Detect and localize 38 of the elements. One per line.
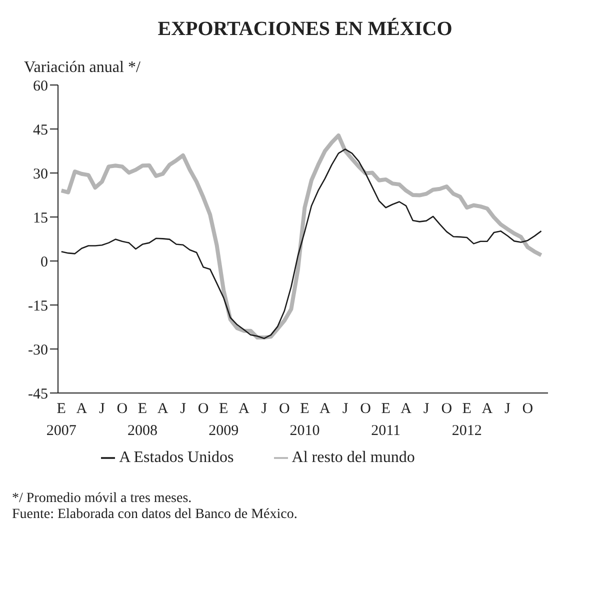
y-tick-label: 15	[33, 210, 48, 226]
x-tick-label: A	[238, 401, 250, 417]
chart-title: EXPORTACIONES EN MÉXICO	[156, 18, 454, 41]
x-tick-label: A	[157, 401, 168, 417]
y-tick-label: -45	[28, 386, 48, 402]
x-tick-label: O	[522, 401, 534, 417]
x-tick-label: O	[116, 401, 128, 417]
x-tick-label: O	[441, 401, 452, 417]
y-tick-label: 45	[33, 122, 48, 138]
x-tick-label: A	[400, 401, 412, 417]
x-tick-label: A	[320, 401, 331, 417]
y-tick-label: -15	[28, 298, 48, 314]
x-tick-label: J	[504, 401, 511, 417]
x-tick-label: A	[482, 401, 493, 417]
x-tick-label: O	[360, 401, 372, 417]
x-tick-label: E 2008	[127, 401, 158, 439]
x-tick-label: J	[261, 401, 268, 417]
source-note: Fuente: Elaborada con datos del Banco de México.	[12, 507, 298, 523]
x-tick-label: O	[198, 401, 209, 417]
legend-label: A Estados Unidos	[119, 449, 234, 466]
x-tick-label: J	[423, 401, 430, 417]
x-tick-label: J	[342, 401, 348, 417]
y-tick-label: 60	[33, 78, 48, 94]
x-tick-label: J	[99, 401, 106, 417]
y-axis-title: Variación anual */	[24, 59, 142, 77]
y-tick-label: -30	[28, 342, 48, 358]
y-tick-label: 0	[40, 254, 48, 270]
y-tick-label: 30	[33, 166, 48, 182]
x-tick-label: A	[76, 401, 88, 417]
x-tick-label: E 2011	[371, 401, 401, 439]
x-tick-label: E 2009	[208, 401, 239, 439]
x-tick-label: E 2012	[452, 401, 482, 439]
x-tick-label: E 2010	[290, 401, 320, 439]
x-tick-label: O	[278, 401, 290, 417]
x-tick-label: E 2007	[46, 401, 77, 439]
legend-label: Al resto del mundo	[292, 449, 415, 466]
x-tick-label: J	[180, 401, 186, 417]
text: */ Promedio móvil a tres meses.	[12, 491, 193, 507]
